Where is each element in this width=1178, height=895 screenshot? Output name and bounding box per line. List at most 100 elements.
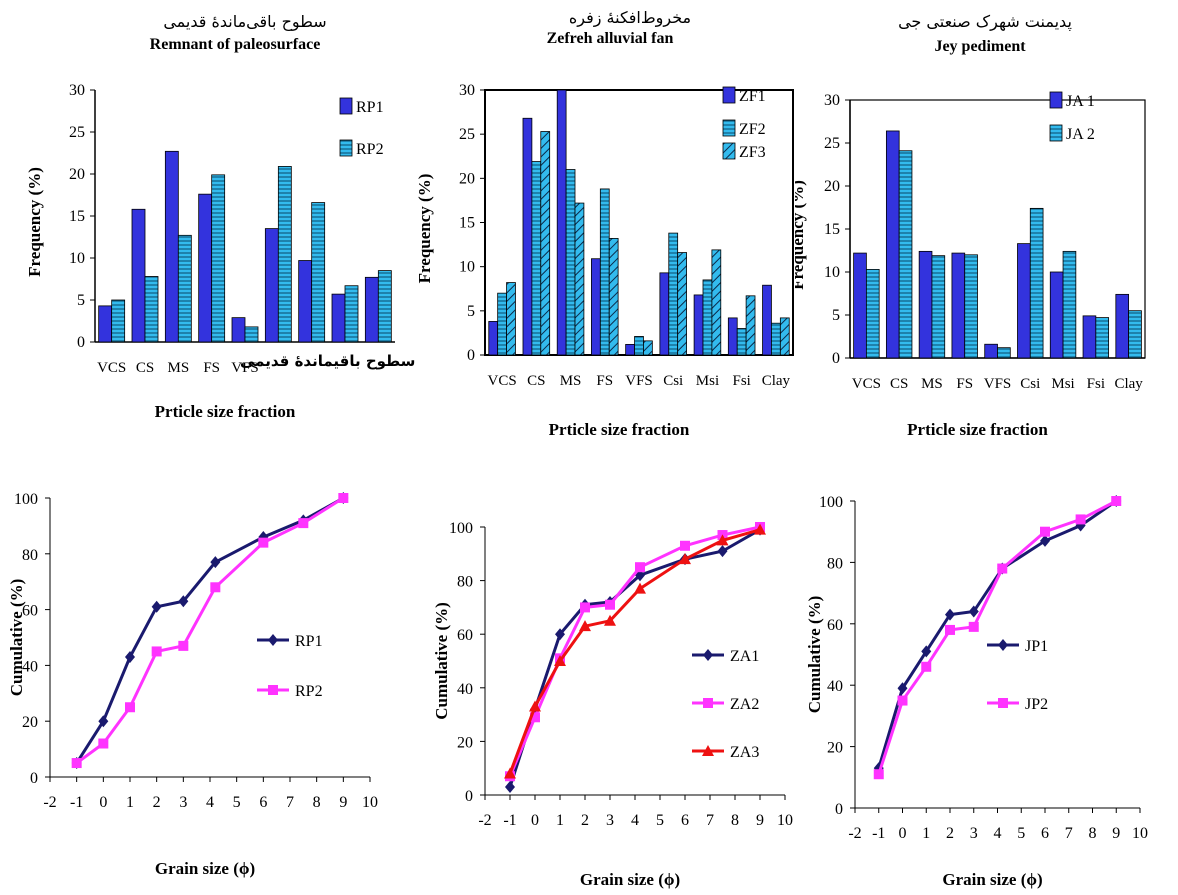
x-tick-label: 0: [899, 825, 907, 842]
x-tick-label: -2: [848, 825, 861, 842]
point-RP1: [125, 651, 135, 664]
bar-RP2-MS: [177, 234, 192, 343]
legend-label: ZA1: [730, 648, 759, 665]
y-tick-label: 30: [69, 82, 85, 99]
point-ZA3: [634, 582, 646, 594]
series-line-JP1: [877, 499, 1118, 769]
y-tick-label: 20: [824, 178, 840, 195]
y-tick-label: 5: [832, 307, 840, 324]
bar-ZF2-Msi: [702, 279, 713, 356]
bar-ZF1-VCS: [488, 321, 499, 356]
panel-1-title-fa: سطوح باقی‌ماندهٔ قدیمی: [163, 12, 327, 31]
x-tick-label: Clay: [1114, 376, 1143, 392]
x-tick-label: Fsi: [732, 373, 750, 389]
legend-marker-ZA3: [702, 745, 714, 756]
x-tick-label: 10: [362, 794, 378, 811]
y-tick-label: 15: [459, 215, 475, 232]
point-ZA2: [605, 599, 615, 610]
legend-marker-RP2: [268, 685, 278, 695]
bar-ZF1-Fsi: [727, 317, 738, 356]
y-tick-label: 20: [69, 166, 85, 183]
bar-RP1-VFS: [231, 317, 246, 343]
bar-RP2-Csi: [277, 166, 292, 343]
overlay-label: سطوح باقیماندهٔ قدیمی: [240, 352, 416, 370]
y-tick-label: 10: [824, 264, 840, 281]
x-tick-label: 5: [233, 794, 241, 811]
legend-label: RP1: [356, 99, 384, 116]
bar-JA2-Csi: [1029, 207, 1044, 359]
y-tick-label: 80: [457, 574, 473, 591]
point-RP1: [151, 600, 162, 613]
bar-ZF3-Fsi: [745, 295, 756, 356]
x-tick-label: VCS: [97, 360, 126, 376]
y-tick-label: 40: [457, 681, 473, 698]
bar-RP1-CS: [131, 208, 146, 343]
x-tick-label: 7: [286, 794, 294, 811]
x-tick-label: Msi: [1051, 376, 1074, 392]
point-RP2: [71, 758, 82, 769]
point-JP1: [921, 645, 932, 658]
x-tick-label: 2: [153, 794, 161, 811]
point-RP1: [98, 715, 109, 728]
y-tick-label: 25: [824, 135, 840, 152]
series-line-RP2: [75, 496, 345, 765]
x-tick-label: 4: [206, 794, 214, 811]
y-tick-label: 100: [819, 494, 843, 511]
bar-RP1-FS: [198, 193, 213, 343]
y-tick-label: 10: [69, 250, 85, 267]
x-tick-label: -2: [43, 794, 56, 811]
bar-ZF3-FS: [608, 237, 619, 356]
legend-marker-ZA2: [703, 698, 713, 708]
point-JP2: [945, 624, 955, 635]
bar-chart-jey: 0 5 10 15 20 25 30 VCS CS MS FS VFS Csi Msi Fsi Clay JA …: [795, 91, 1146, 439]
legend-swatch-JA1: [1049, 91, 1063, 109]
x-tick-label: 1: [126, 794, 134, 811]
point-RP2: [125, 702, 135, 713]
x-tick-label: 8: [1089, 825, 1097, 842]
point-RP2: [258, 537, 269, 548]
legend-label: JA 2: [1066, 126, 1095, 143]
panel-2-title-en: Zefreh alluvial fan: [546, 30, 674, 47]
x-tick-label: FS: [203, 360, 220, 376]
bar-ZF1-Csi: [659, 272, 670, 356]
x-tick-label: 2: [946, 825, 954, 842]
x-axis-label: Grain size (ϕ): [155, 859, 255, 878]
point-ZA3: [716, 534, 729, 546]
legend-label: JP1: [1025, 638, 1048, 655]
x-tick-label: 3: [179, 794, 187, 811]
x-tick-label: Csi: [663, 373, 683, 389]
x-axis-label: Prticle size fraction: [907, 420, 1048, 439]
bar-JA1-CS: [885, 130, 900, 359]
bar-ZF3-CS: [540, 131, 551, 356]
point-ZA1: [635, 569, 645, 582]
x-tick-label: MS: [921, 376, 943, 392]
x-tick-label: VFS: [625, 373, 653, 389]
bar-ZF2-VFS: [634, 336, 644, 356]
x-axis-label: Grain size (ϕ): [942, 870, 1042, 889]
y-tick-label: 20: [457, 734, 473, 751]
bar-ZF1-Msi: [693, 294, 704, 356]
legend-swatch-JA2: [1049, 124, 1063, 142]
bar-chart-zefreh: 0 5 10 15 20 25 30 VCS CS MS FS VFS Csi Msi Fsi Clay ZF1…: [415, 82, 794, 439]
legend-marker-JP1: [998, 639, 1008, 651]
point-ZA3: [554, 655, 566, 666]
point-ZA1: [717, 545, 728, 558]
x-tick-label: 7: [706, 812, 714, 829]
bar-JA2-Fsi: [1095, 317, 1110, 359]
y-tick-label: 0: [77, 334, 85, 351]
x-tick-label: 1: [556, 812, 564, 829]
x-tick-label: VFS: [984, 376, 1012, 392]
bar-ZF1-VFS: [625, 343, 635, 356]
bar-RP2-VFS: [244, 326, 259, 343]
legend-label: RP2: [295, 683, 323, 700]
x-axis-label: Prticle size fraction: [549, 420, 690, 439]
x-tick-label: 4: [631, 812, 639, 829]
y-tick-label: 20: [827, 740, 843, 757]
point-JP2: [1111, 496, 1122, 506]
bar-RP2-VCS: [111, 299, 126, 343]
y-tick-label: 0: [30, 770, 38, 787]
x-tick-label: 2: [581, 812, 589, 829]
y-tick-label: 30: [824, 92, 840, 109]
legend-swatch-ZF1: [722, 86, 736, 104]
